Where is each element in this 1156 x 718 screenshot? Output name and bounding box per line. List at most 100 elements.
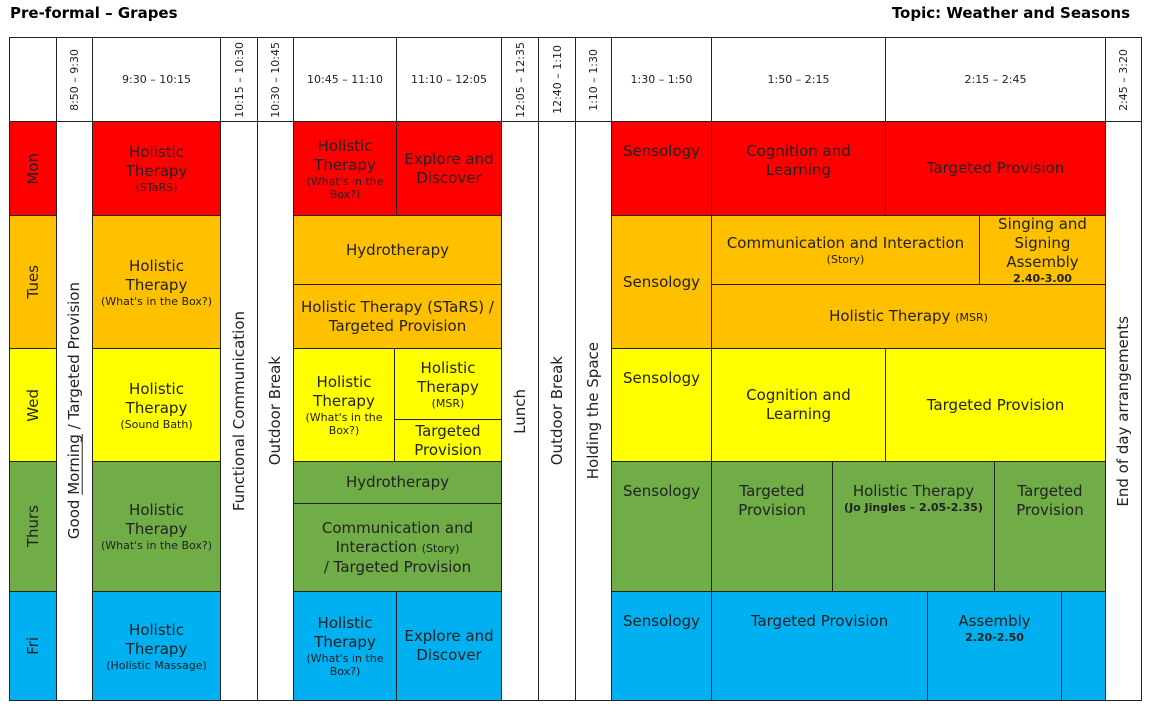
activity-title: Sensology	[623, 272, 700, 291]
activity-title: Targeted Provision	[926, 395, 1065, 414]
activity-title: Targeted Provision	[414, 421, 482, 459]
day-cell: Fri	[9, 591, 57, 701]
activity-cell: Holistic Therapy (What's in the Box?)	[92, 215, 221, 349]
time-label: 9:30 – 10:15	[122, 73, 191, 86]
activity: Targeted Provision	[751, 612, 888, 631]
time-header: 10:45 – 11:10	[293, 37, 397, 122]
activity-cell: Holistic Therapy (What's in the Box?)	[293, 348, 395, 462]
activity-cell: Targeted Provision	[994, 461, 1106, 592]
activity-note: (What's in the Box?)	[100, 294, 213, 308]
activity-note: (Story)	[826, 253, 865, 266]
activity: Targeted Provision	[716, 482, 828, 520]
activity-cell: Targeted Provision	[711, 591, 928, 701]
time-label: 11:10 – 12:05	[411, 73, 487, 86]
spanning-label: End of day arrangements	[1114, 315, 1132, 507]
spanning-cell: Outdoor Break	[538, 121, 576, 701]
time-header: 2:45 – 3:20	[1105, 37, 1142, 122]
activity-title: Holistic Therapy	[125, 501, 188, 538]
activity-title: Communication and Interaction	[321, 518, 474, 556]
time-label: 10:45 – 11:10	[307, 73, 383, 86]
time-header: 8:50 – 9:30	[56, 37, 93, 122]
activity-title: Sensology	[623, 612, 700, 630]
activity-time: (Jo Jingles – 2.05-2.35)	[844, 501, 983, 514]
activity: Holistic Therapy (STaRS) / Targeted Prov…	[298, 298, 497, 336]
activity-title: Targeted Provision	[750, 612, 889, 630]
time-label: 1:50 – 2:15	[767, 73, 830, 86]
activity-cell: Holistic Therapy (Sound Bath)	[92, 348, 221, 462]
activity-title: Hydrotherapy	[345, 240, 450, 259]
activity-cell: Holistic Therapy (STaRS) / Targeted Prov…	[293, 284, 502, 349]
activity-cell: Targeted Provision	[711, 461, 833, 592]
activity-cell: Holistic Therapy (Holistic Massage)	[92, 591, 221, 701]
time-header: 10:30 – 10:45	[257, 37, 294, 122]
activity: Explore and Discover	[401, 150, 497, 188]
activity-title: Holistic Therapy	[314, 614, 376, 651]
activity-note: (What's in the Box?)	[306, 652, 384, 678]
day-label: Wed	[23, 388, 42, 422]
time-header: 2:15 – 2:45	[885, 37, 1106, 122]
activity: Communication and Interaction (Story) / T…	[298, 519, 497, 577]
activity-cell: Targeted Provision	[885, 121, 1106, 216]
topic: Topic: Weather and Seasons	[891, 4, 1130, 22]
activity: Hydrotherapy	[346, 241, 449, 260]
activity-cell: Explore and Discover	[396, 591, 502, 701]
time-header: 1:10 – 1:30	[575, 37, 612, 122]
day-cell: Mon	[9, 121, 57, 216]
activity-title: Sensology	[623, 482, 700, 500]
activity-title: Communication and Interaction	[726, 234, 965, 252]
spanning-text: / Targeted Provision	[65, 282, 83, 430]
activity-cell: Hydrotherapy	[293, 461, 502, 504]
activity-note: (Story)	[421, 541, 460, 555]
activity-note: (MSR)	[955, 310, 988, 324]
activity: Sensology	[623, 273, 700, 292]
activity-note: (What's in the Box?)	[100, 539, 213, 552]
activity: Cognition and Learning	[716, 142, 881, 180]
activity-title: Holistic Therapy	[125, 379, 188, 417]
time-label: 1:10 – 1:30	[587, 48, 600, 111]
activity-cell: Holistic Therapy (What's in the Box?)	[293, 591, 397, 701]
spanning-cell: Functional Communication	[220, 121, 258, 701]
empty-cell	[1061, 591, 1106, 701]
time-label: 12:05 – 12:35	[513, 41, 527, 118]
activity-title: Holistic Therapy	[417, 358, 479, 396]
spanning-cell: Good Morning / Targeted Provision	[56, 121, 93, 701]
activity-cell: Hydrotherapy	[293, 215, 502, 285]
spanning-label: Lunch	[510, 388, 529, 434]
activity-title: Singing and Signing Assembly	[998, 215, 1087, 271]
time-header: 11:10 – 12:05	[396, 37, 502, 122]
spanning-label: Holding the Space	[584, 342, 602, 480]
time-header: 12:05 – 12:35	[501, 37, 539, 122]
activity-cell: Communication and Interaction (Story) / T…	[293, 503, 502, 592]
activity-cell: Assembly 2.20-2.50	[927, 591, 1062, 701]
spanning-text: Morning	[65, 434, 83, 496]
activity-title: Holistic Therapy (STaRS) / Targeted Prov…	[301, 297, 494, 335]
activity-cell: Holistic Therapy (Jo Jingles – 2.05-2.35)	[832, 461, 995, 592]
activity: Hydrotherapy	[346, 473, 449, 492]
activity: Holistic Therapy (What's in the Box?)	[298, 614, 392, 678]
day-label: Tues	[23, 265, 42, 299]
time-label: 12:40 – 1:10	[550, 45, 564, 114]
day-label: Mon	[23, 152, 42, 185]
activity: Assembly 2.20-2.50	[958, 612, 1030, 645]
activity-title: Hydrotherapy	[345, 473, 450, 491]
activity: Holistic Therapy (What's in the Box?)	[298, 137, 392, 201]
activity-title: Holistic Therapy	[852, 482, 975, 500]
activity: Holistic Therapy (What's in the Box?)	[97, 257, 216, 308]
activity-cell: Cognition and Learning	[711, 121, 886, 216]
time-label: 10:15 – 10:30	[232, 41, 246, 118]
activity-cell: Targeted Provision	[885, 348, 1106, 462]
spanning-label: Good Morning / Targeted Provision	[65, 282, 84, 539]
activity-note: (STaRS)	[135, 181, 178, 194]
time-header: 10:15 – 10:30	[220, 37, 258, 122]
time-label: 1:30 – 1:50	[630, 73, 693, 86]
spanning-cell: End of day arrangements	[1105, 121, 1142, 701]
activity: Explore and Discover	[401, 627, 497, 665]
activity: Holistic Therapy (What's in the Box?)	[97, 501, 216, 552]
activity: Holistic Therapy (Jo Jingles – 2.05-2.35)	[844, 482, 983, 515]
activity-title: Explore and Discover	[404, 627, 494, 664]
activity: Targeted Provision	[927, 396, 1064, 415]
activity-time: 2.20-2.50	[965, 631, 1024, 644]
day-label: Fri	[23, 637, 42, 655]
activity: Sensology	[623, 142, 700, 161]
